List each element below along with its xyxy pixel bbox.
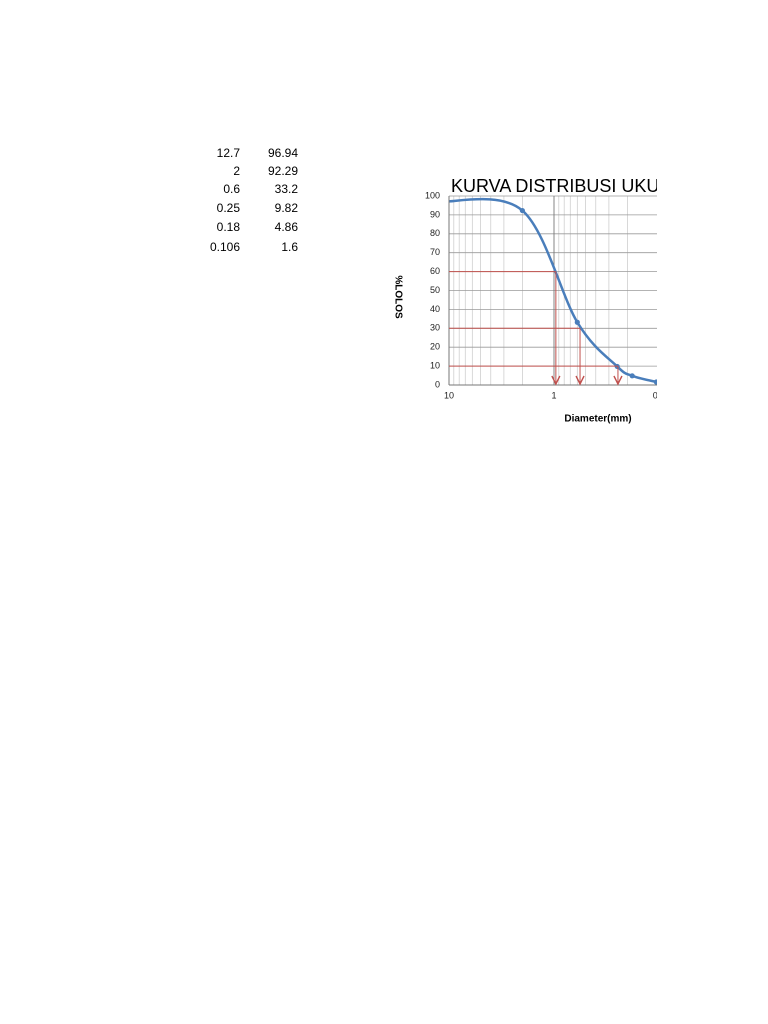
guide-arrow bbox=[613, 375, 623, 386]
x-tick-label: 10 bbox=[444, 390, 454, 400]
data-table: 12.7 96.94 2 92.29 0.6 33.2 0.25 9.82 0.18 4.86 0.… bbox=[210, 146, 298, 254]
x-tick-label: 0.1 bbox=[653, 390, 666, 400]
y-tick-label: 100 bbox=[425, 190, 440, 200]
table-cell: 12.7 bbox=[217, 146, 241, 160]
table-cell: 9.82 bbox=[275, 201, 299, 215]
guide-arrow bbox=[551, 375, 561, 386]
y-tick-label: 0 bbox=[435, 379, 440, 389]
y-tick-label: 80 bbox=[430, 228, 440, 238]
guide-arrow bbox=[575, 375, 585, 386]
plot-area bbox=[449, 195, 657, 386]
table-cell: 0.18 bbox=[217, 220, 241, 234]
y-tick-label: 20 bbox=[430, 342, 440, 352]
table-cell: 92.29 bbox=[268, 164, 298, 178]
y-tick-label: 40 bbox=[430, 304, 440, 314]
chart: KURVA DISTRIBUSI UKU Diameter(mm) %LOLOS… bbox=[392, 176, 666, 425]
x-tick-label: 1 bbox=[551, 390, 556, 400]
table-cell: 2 bbox=[233, 164, 240, 178]
table-cell: 1.6 bbox=[281, 240, 298, 254]
table-cell: 0.25 bbox=[217, 201, 241, 215]
y-tick-label: 90 bbox=[430, 209, 440, 219]
y-tick-label: 30 bbox=[430, 323, 440, 333]
table-cell: 4.86 bbox=[275, 220, 299, 234]
data-point bbox=[574, 319, 580, 325]
y-axis-label: %LOLOS bbox=[392, 275, 403, 319]
y-tick-label: 10 bbox=[430, 360, 440, 370]
y-tick-label: 50 bbox=[430, 285, 440, 295]
data-point bbox=[629, 373, 635, 379]
table-cell: 0.6 bbox=[223, 182, 240, 196]
table-cell: 0.106 bbox=[210, 240, 240, 254]
table-cell: 33.2 bbox=[275, 182, 299, 196]
data-point bbox=[653, 379, 657, 385]
y-tick-label: 60 bbox=[430, 266, 440, 276]
y-tick-label: 70 bbox=[430, 247, 440, 257]
table-cell: 96.94 bbox=[268, 146, 298, 160]
chart-title: KURVA DISTRIBUSI UKU bbox=[451, 176, 659, 196]
x-axis-label: Diameter(mm) bbox=[564, 414, 631, 425]
data-point bbox=[519, 207, 525, 214]
